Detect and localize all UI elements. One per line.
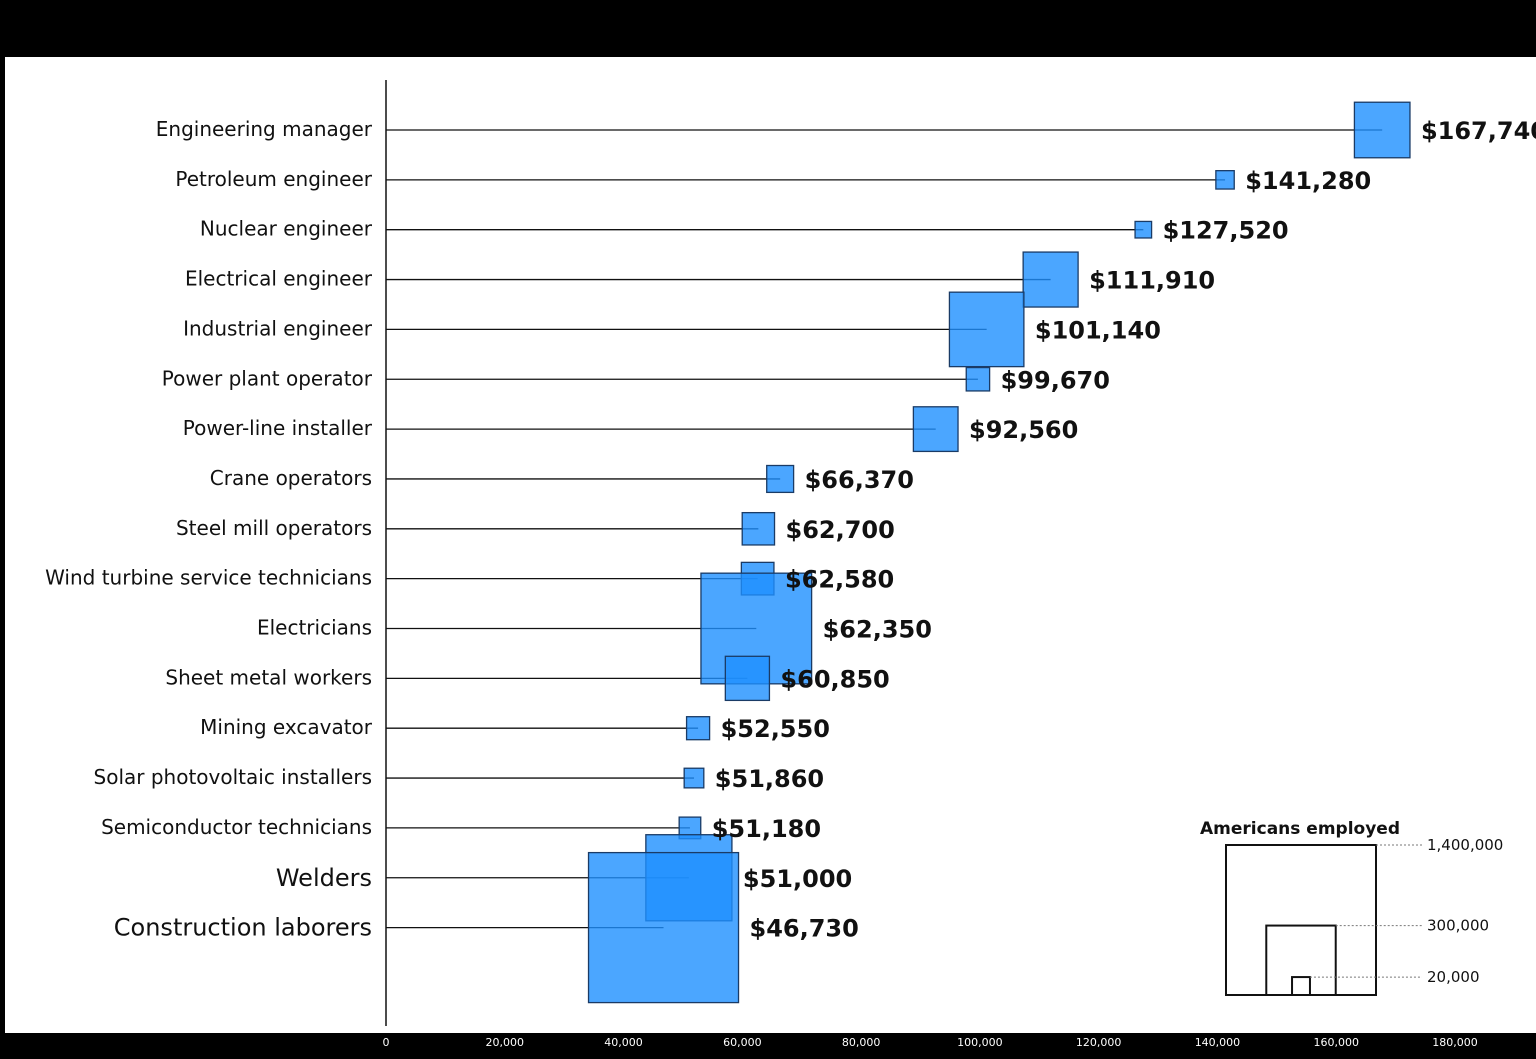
size-legend: Americans employed 1,400,000 300,000 20,00… <box>1200 819 1503 997</box>
category-label: Engineering manager <box>156 117 373 141</box>
legend-label: 20,000 <box>1427 968 1480 986</box>
value-labels: $167,740 $141,280 $127,520 $111,910 $101,140… <box>712 117 1536 943</box>
category-label: Power-line installer <box>183 416 373 440</box>
marker <box>912 406 959 453</box>
value-label: $62,580 <box>785 566 894 594</box>
value-label: $62,350 <box>823 616 932 644</box>
x-tick-label: 120,000 <box>1076 1036 1122 1049</box>
value-label: $92,560 <box>969 416 1078 444</box>
marker <box>1353 101 1411 159</box>
value-label: $99,670 <box>1001 366 1110 394</box>
value-label: $62,700 <box>786 516 895 544</box>
x-tick-label: 0 <box>383 1036 390 1049</box>
value-label: $51,000 <box>743 865 852 893</box>
x-tick-label: 160,000 <box>1313 1036 1359 1049</box>
value-label: $111,910 <box>1089 267 1215 295</box>
category-labels: Engineering manager Petroleum engineer Nuc… <box>45 117 373 942</box>
value-label: $141,280 <box>1245 167 1371 195</box>
category-label: Petroleum engineer <box>175 167 372 191</box>
marker <box>724 655 771 702</box>
x-tick-label: 60,000 <box>723 1036 762 1049</box>
category-label: Construction laborers <box>114 914 372 942</box>
value-label: $60,850 <box>780 665 889 693</box>
x-axis: 0 20,000 40,000 60,000 80,000 100,000 120,000 1… <box>383 1036 1478 1049</box>
category-label: Mining excavator <box>200 715 373 739</box>
marker <box>965 366 991 392</box>
category-label: Electrical engineer <box>185 267 373 291</box>
x-tick-label: 100,000 <box>957 1036 1003 1049</box>
marker <box>1215 170 1235 190</box>
category-label: Electricians <box>257 616 372 640</box>
legend-square <box>1291 976 1311 997</box>
leader-lines <box>386 129 1383 929</box>
category-label: Solar photovoltaic installers <box>94 765 372 789</box>
x-tick-label: 180,000 <box>1432 1036 1478 1049</box>
category-label: Power plant operator <box>162 366 373 390</box>
x-tick-label: 80,000 <box>842 1036 881 1049</box>
value-label: $127,520 <box>1163 217 1289 245</box>
category-label: Crane operators <box>210 466 372 490</box>
legend-label: 300,000 <box>1427 917 1489 935</box>
legend-title: Americans employed <box>1200 819 1400 839</box>
marker <box>587 851 740 1004</box>
value-label: $51,860 <box>715 765 824 793</box>
markers <box>587 101 1411 1004</box>
value-label: $46,730 <box>750 915 859 943</box>
marker <box>685 716 711 741</box>
marker <box>766 464 795 494</box>
legend-label: 1,400,000 <box>1427 836 1503 854</box>
category-label: Wind turbine service technicians <box>45 566 372 590</box>
category-label: Steel mill operators <box>176 516 372 540</box>
x-tick-label: 40,000 <box>604 1036 643 1049</box>
value-label: $51,180 <box>712 815 821 843</box>
value-label: $66,370 <box>805 466 914 494</box>
category-label: Sheet metal workers <box>165 665 372 689</box>
category-label: Nuclear engineer <box>200 217 373 241</box>
x-tick-label: 140,000 <box>1195 1036 1241 1049</box>
category-label: Industrial engineer <box>183 316 373 340</box>
category-label: Welders <box>276 864 372 892</box>
x-tick-label: 20,000 <box>486 1036 525 1049</box>
marker <box>683 767 705 789</box>
marker <box>1022 251 1079 308</box>
category-label: Semiconductor technicians <box>101 815 372 839</box>
marker <box>741 511 776 546</box>
value-label: $101,140 <box>1035 316 1161 344</box>
value-label: $167,740 <box>1421 117 1536 145</box>
value-label: $52,550 <box>721 715 830 743</box>
marker <box>1134 220 1153 239</box>
marker <box>948 291 1025 368</box>
